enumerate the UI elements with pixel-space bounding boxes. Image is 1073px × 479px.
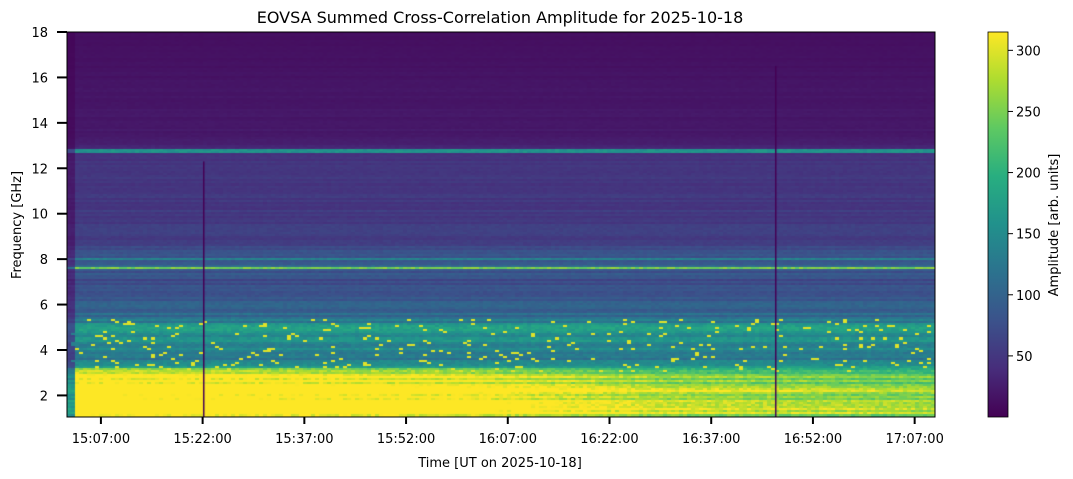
colorbar-tick-label: 200: [1016, 167, 1041, 182]
y-tick-label: 10: [31, 208, 48, 223]
x-tick-label: 16:07:00: [479, 432, 537, 447]
colorbar-tick-label: 100: [1016, 289, 1041, 304]
y-tick-label: 6: [40, 299, 48, 314]
chart-title: EOVSA Summed Cross-Correlation Amplitude…: [257, 8, 744, 27]
colorbar-tick-label: 250: [1016, 105, 1041, 120]
y-tick-label: 4: [40, 344, 48, 359]
x-tick-label: 16:52:00: [784, 432, 842, 447]
x-tick-label: 15:22:00: [173, 432, 231, 447]
y-tick-label: 16: [31, 71, 48, 86]
x-tick-label: 16:22:00: [580, 432, 638, 447]
colorbar-ticks: 50 100 150 200 250 300: [1008, 44, 1041, 365]
y-tick-label: 2: [40, 389, 48, 404]
x-tick-label: 15:07:00: [72, 432, 130, 447]
colorbar: 50 100 150 200 250 300 Amplitude [arb. units]: [987, 31, 1062, 418]
y-axis-label: Frequency [GHz]: [10, 171, 25, 279]
colorbar-tick-label: 150: [1016, 228, 1041, 243]
x-tick-label: 16:37:00: [682, 432, 740, 447]
x-tick-label: 15:37:00: [275, 432, 333, 447]
y-tick-label: 8: [40, 253, 48, 268]
y-tick-label: 12: [31, 162, 48, 177]
y-axis: 2 4 6 8 10 12 14 16 18: [31, 26, 67, 404]
y-tick-label: 14: [31, 117, 48, 132]
colorbar-tick-label: 300: [1016, 44, 1041, 59]
y-tick-label: 18: [31, 26, 48, 41]
colorbar-label: Amplitude [arb. units]: [1047, 154, 1062, 297]
colorbar-gradient: [987, 31, 1009, 418]
x-tick-label: 15:52:00: [377, 432, 435, 447]
plot-frame: [66, 31, 936, 418]
x-axis: 15:07:00 15:22:00 15:37:00 15:52:00 16:07:00…: [72, 417, 944, 447]
x-axis-label: Time [UT on 2025-10-18]: [417, 456, 582, 471]
spectrogram-plot-area: [67, 32, 935, 417]
x-tick-label: 17:07:00: [885, 432, 943, 447]
colorbar-tick-label: 50: [1016, 350, 1033, 365]
spectrogram-image: [67, 32, 935, 417]
